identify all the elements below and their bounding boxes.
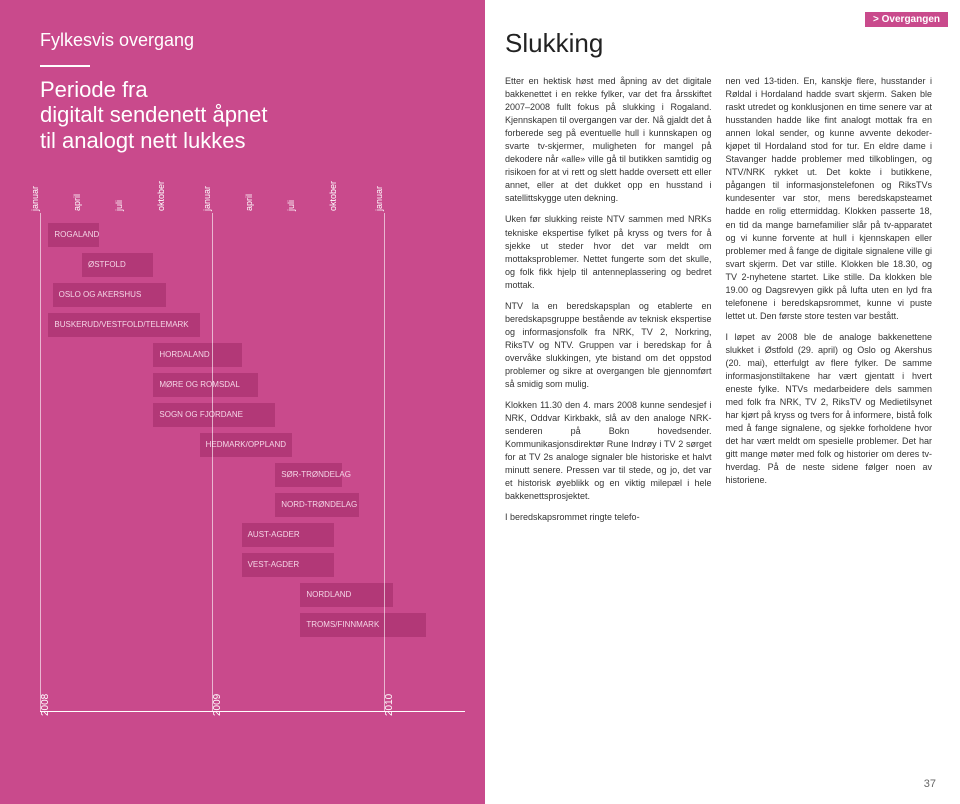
gantt-row: ROGALAND: [40, 223, 465, 247]
month-label: april: [72, 194, 82, 211]
gantt-bar: VEST-AGDER: [242, 553, 334, 577]
para: nen ved 13-tiden. En, kanskje flere, hus…: [726, 75, 933, 323]
year-gridline: [212, 213, 213, 711]
gantt-row: VEST-AGDER: [40, 553, 465, 577]
gantt-row: TROMS/FINNMARK: [40, 613, 465, 637]
chart-subtitle: Periode fra digitalt sendenett åpnet til…: [40, 77, 465, 153]
month-label: juli: [286, 200, 296, 211]
chart-title: Fylkesvis overgang: [40, 30, 465, 51]
year-gridline: [384, 213, 385, 711]
article-panel: > Overgangen Slukking Etter en hektisk h…: [485, 0, 960, 804]
month-label: oktober: [156, 181, 166, 211]
year-label: 2009: [212, 694, 223, 716]
page-number: 37: [924, 778, 936, 790]
subtitle-l3: til analogt nett lukkes: [40, 128, 245, 153]
para: I løpet av 2008 ble de analoge bakkenett…: [726, 331, 933, 488]
gantt-row: AUST-AGDER: [40, 523, 465, 547]
gantt-bar: ROGALAND: [48, 223, 98, 247]
article-title: Slukking: [505, 28, 932, 59]
gantt-row: OSLO OG AKERSHUS: [40, 283, 465, 307]
gantt-timeline: januarapriljulioktoberjanuarapriljuliokt…: [40, 187, 465, 747]
gantt-row: BUSKERUD/VESTFOLD/TELEMARK: [40, 313, 465, 337]
article-col-2: nen ved 13-tiden. En, kanskje flere, hus…: [726, 75, 933, 533]
gantt-bar: SØR-TRØNDELAG: [275, 463, 342, 487]
month-label: januar: [202, 186, 212, 211]
gantt-row: SOGN OG FJORDANE: [40, 403, 465, 427]
year-axis: 200820092010: [40, 711, 465, 735]
para: Uken før slukking reiste NTV sammen med …: [505, 213, 712, 291]
para: I beredskapsrommet ringte telefo-: [505, 511, 712, 524]
month-label: april: [244, 194, 254, 211]
gantt-bar: ØSTFOLD: [82, 253, 153, 277]
bars-area: ROGALAND ØSTFOLD OSLO OG AKERSHUS BUSKERUD/…: [40, 223, 465, 693]
gantt-bar: AUST-AGDER: [242, 523, 334, 547]
gantt-bar: HORDALAND: [153, 343, 241, 367]
gantt-bar: TROMS/FINNMARK: [300, 613, 426, 637]
para: Etter en hektisk høst med åpning av det …: [505, 75, 712, 205]
gantt-bar: HEDMARK/OPPLAND: [200, 433, 292, 457]
gantt-row: SØR-TRØNDELAG: [40, 463, 465, 487]
chart-rule: [40, 65, 90, 67]
subtitle-l2: digitalt sendenett åpnet: [40, 102, 268, 127]
gantt-row: MØRE OG ROMSDAL: [40, 373, 465, 397]
gantt-row: ØSTFOLD: [40, 253, 465, 277]
subtitle-l1: Periode fra: [40, 77, 148, 102]
year-gridline: [40, 213, 41, 711]
section-tag: > Overgangen: [865, 12, 948, 27]
month-label: oktober: [328, 181, 338, 211]
month-label: januar: [374, 186, 384, 211]
month-axis: januarapriljulioktoberjanuarapriljuliokt…: [40, 187, 465, 211]
gantt-row: HORDALAND: [40, 343, 465, 367]
article-columns: Etter en hektisk høst med åpning av det …: [505, 75, 932, 533]
gantt-row: HEDMARK/OPPLAND: [40, 433, 465, 457]
gantt-row: NORD-TRØNDELAG: [40, 493, 465, 517]
gantt-bar: BUSKERUD/VESTFOLD/TELEMARK: [48, 313, 199, 337]
para: NTV la en beredskapsplan og etablerte en…: [505, 300, 712, 391]
year-label: 2008: [40, 694, 51, 716]
month-label: juli: [114, 200, 124, 211]
gantt-bar: OSLO OG AKERSHUS: [53, 283, 166, 307]
chart-panel: Fylkesvis overgang Periode fra digitalt …: [0, 0, 485, 804]
gantt-bar: MØRE OG ROMSDAL: [153, 373, 258, 397]
year-label: 2010: [384, 694, 395, 716]
gantt-bar: NORD-TRØNDELAG: [275, 493, 359, 517]
gantt-row: NORDLAND: [40, 583, 465, 607]
article-col-1: Etter en hektisk høst med åpning av det …: [505, 75, 712, 533]
gantt-bar: NORDLAND: [300, 583, 392, 607]
gantt-bar: SOGN OG FJORDANE: [153, 403, 275, 427]
para: Klokken 11.30 den 4. mars 2008 kunne sen…: [505, 399, 712, 503]
month-label: januar: [30, 186, 40, 211]
